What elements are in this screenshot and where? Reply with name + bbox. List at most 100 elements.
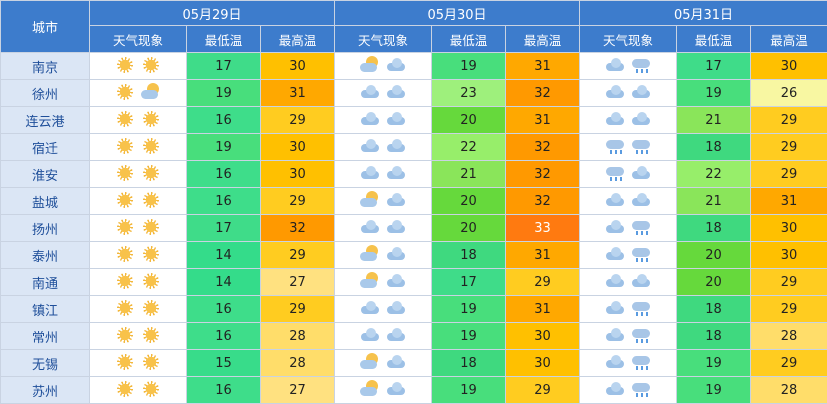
city-name: 无锡 (1, 350, 90, 377)
cloud-icon (386, 83, 406, 101)
high-temp-column-header: 最高温 (751, 26, 827, 53)
high-temp-cell: 32 (506, 80, 580, 107)
low-temp-cell: 19 (432, 53, 506, 80)
low-temp-cell: 14 (187, 269, 261, 296)
high-temp-cell: 29 (751, 296, 827, 323)
high-temp-cell: 31 (506, 296, 580, 323)
sun-icon (141, 272, 161, 290)
low-temp-cell: 15 (187, 350, 261, 377)
cloud-icon (360, 137, 380, 155)
high-temp-cell: 29 (751, 134, 827, 161)
low-temp-cell: 20 (432, 107, 506, 134)
rain-icon (605, 164, 625, 182)
cloud-icon (360, 164, 380, 182)
sun-icon (141, 299, 161, 317)
cloud-icon (605, 353, 625, 371)
sun-icon (141, 245, 161, 263)
sun-icon (141, 353, 161, 371)
cloud-icon (605, 299, 625, 317)
sun-icon (115, 218, 135, 236)
weather-icons-cell (90, 242, 187, 269)
weather-icons-cell (335, 80, 432, 107)
high-temp-cell: 27 (261, 269, 335, 296)
weather-icons-cell (90, 107, 187, 134)
cloud-icon (631, 272, 651, 290)
weather-icons-cell (335, 323, 432, 350)
high-temp-cell: 31 (751, 188, 827, 215)
weather-icons-cell (580, 377, 677, 404)
high-temp-cell: 28 (751, 323, 827, 350)
cloud-icon (360, 299, 380, 317)
low-temp-cell: 16 (187, 296, 261, 323)
high-temp-cell: 29 (751, 107, 827, 134)
low-temp-cell: 21 (677, 188, 751, 215)
cloud-icon (386, 353, 406, 371)
weather-icons-cell (580, 53, 677, 80)
partly-cloudy-icon (360, 272, 380, 290)
high-temp-cell: 30 (506, 323, 580, 350)
high-temp-cell: 29 (751, 269, 827, 296)
high-temp-cell: 30 (506, 350, 580, 377)
low-temp-cell: 21 (432, 161, 506, 188)
high-temp-cell: 31 (506, 107, 580, 134)
city-name: 南京 (1, 53, 90, 80)
weather-icons-cell (335, 134, 432, 161)
low-temp-cell: 17 (677, 53, 751, 80)
sun-icon (141, 56, 161, 74)
high-temp-cell: 30 (261, 53, 335, 80)
cloud-icon (605, 83, 625, 101)
rain-icon (631, 218, 651, 236)
city-name: 南通 (1, 269, 90, 296)
cloud-icon (386, 380, 406, 398)
date-header: 05月31日 (580, 1, 827, 26)
high-temp-cell: 29 (751, 350, 827, 377)
weather-icons-cell (580, 134, 677, 161)
sun-icon (115, 56, 135, 74)
weather-icons-cell (580, 188, 677, 215)
low-temp-cell: 20 (677, 269, 751, 296)
sun-icon (115, 137, 135, 155)
weather-icons-cell (335, 242, 432, 269)
cloud-icon (605, 272, 625, 290)
low-temp-cell: 18 (677, 323, 751, 350)
low-temp-cell: 19 (677, 350, 751, 377)
low-temp-cell: 19 (432, 296, 506, 323)
low-temp-column-header: 最低温 (677, 26, 751, 53)
high-temp-cell: 29 (506, 269, 580, 296)
partly-cloudy-icon (360, 353, 380, 371)
weather-icons-cell (580, 323, 677, 350)
city-name: 泰州 (1, 242, 90, 269)
city-name: 徐州 (1, 80, 90, 107)
cloud-icon (360, 218, 380, 236)
weather-icons-cell (90, 296, 187, 323)
cloud-icon (386, 272, 406, 290)
high-temp-cell: 28 (261, 350, 335, 377)
sun-icon (141, 191, 161, 209)
weather-icons-cell (580, 296, 677, 323)
sun-icon (115, 353, 135, 371)
low-temp-cell: 17 (432, 269, 506, 296)
high-temp-cell: 26 (751, 80, 827, 107)
weather-icons-cell (90, 323, 187, 350)
rain-icon (631, 245, 651, 263)
high-temp-cell: 32 (261, 215, 335, 242)
sun-icon (115, 299, 135, 317)
low-temp-column-header: 最低温 (432, 26, 506, 53)
sun-icon (115, 245, 135, 263)
cloud-icon (386, 56, 406, 74)
partly-cloudy-icon (360, 245, 380, 263)
partly-cloudy-icon (360, 56, 380, 74)
weather-icons-cell (90, 350, 187, 377)
low-temp-cell: 22 (677, 161, 751, 188)
sun-icon (115, 83, 135, 101)
low-temp-cell: 16 (187, 107, 261, 134)
low-temp-cell: 18 (677, 215, 751, 242)
cloud-icon (605, 218, 625, 236)
high-temp-cell: 33 (506, 215, 580, 242)
